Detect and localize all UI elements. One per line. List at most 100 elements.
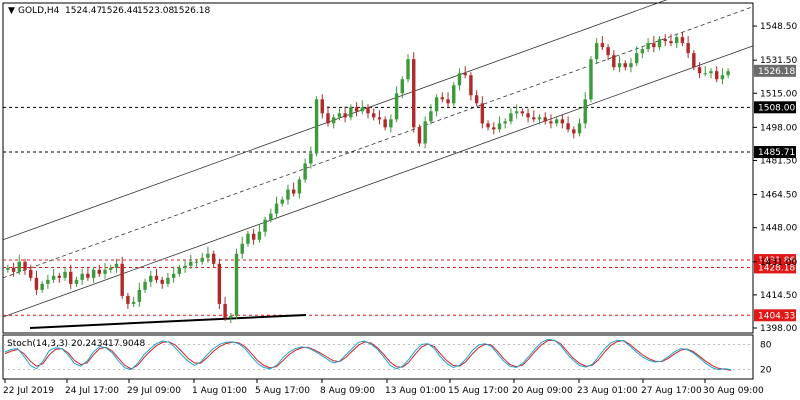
price-tick-label: 1481.50 bbox=[760, 156, 797, 166]
candle-body bbox=[474, 95, 479, 104]
candle-body bbox=[446, 99, 450, 104]
candle-body bbox=[246, 233, 250, 244]
time-tick-label: 22 Jul 2019 bbox=[3, 386, 54, 396]
candle-body bbox=[234, 253, 239, 316]
candle-body bbox=[57, 275, 62, 278]
candle-body bbox=[532, 117, 536, 120]
candle-body bbox=[51, 275, 56, 280]
candle-body bbox=[669, 41, 673, 44]
candle-body bbox=[389, 119, 393, 128]
time-tick-label: 1 Aug 01:00 bbox=[192, 386, 247, 396]
level-price-badge bbox=[754, 309, 796, 322]
candle-body bbox=[360, 107, 364, 112]
symbol-label: GOLD,H4 bbox=[18, 6, 60, 16]
time-tick-label: 13 Aug 01:00 bbox=[385, 386, 446, 396]
candle-body bbox=[23, 261, 27, 270]
candle-body bbox=[503, 121, 507, 124]
price-channel[interactable] bbox=[2, 0, 754, 329]
candle-body bbox=[549, 121, 553, 124]
candle-body bbox=[331, 117, 336, 124]
candle-body bbox=[680, 37, 685, 44]
channel-lower-line[interactable] bbox=[2, 45, 754, 318]
high-value: 1526.44 bbox=[101, 6, 138, 16]
time-axis: 22 Jul 2019 24 Jul 17:00 29 Jul 09:00 1 Aug… bbox=[3, 379, 764, 396]
candle-body bbox=[189, 261, 193, 266]
collapse-arrow-icon[interactable]: ▼ bbox=[8, 6, 15, 16]
candle-body bbox=[720, 75, 725, 80]
candle-body bbox=[120, 263, 124, 296]
price-tick-label: 1448.00 bbox=[760, 224, 797, 234]
candle-body bbox=[97, 269, 102, 274]
candles bbox=[6, 32, 730, 323]
channel-upper-line[interactable] bbox=[2, 0, 753, 241]
candle-body bbox=[131, 301, 136, 304]
candle-body bbox=[457, 73, 462, 86]
candle-body bbox=[11, 267, 16, 272]
time-tick-label: 23 Aug 01:00 bbox=[577, 386, 638, 396]
time-tick-label: 29 Jul 09:00 bbox=[127, 386, 181, 396]
candle-body bbox=[137, 289, 142, 302]
candle-body bbox=[177, 267, 182, 274]
candle-body bbox=[417, 127, 422, 144]
candle-body bbox=[434, 97, 439, 112]
candle-body bbox=[206, 253, 210, 258]
price-tick-label: 1414.50 bbox=[760, 291, 797, 301]
channel-mid-line[interactable] bbox=[2, 6, 754, 279]
candle-body bbox=[337, 113, 342, 118]
candle-body bbox=[726, 71, 730, 76]
level-price-badge bbox=[754, 261, 796, 274]
candle-body bbox=[154, 275, 159, 280]
time-tick-label: 24 Jul 17:00 bbox=[65, 386, 119, 396]
candle-body bbox=[200, 257, 204, 262]
candle-body bbox=[646, 43, 650, 50]
stoch-level-label: 80 bbox=[760, 340, 772, 350]
level-price-badge bbox=[754, 146, 796, 159]
candle-body bbox=[149, 275, 153, 282]
price-tick-label: 1464.50 bbox=[760, 191, 797, 201]
candle-body bbox=[509, 113, 513, 122]
candle-body bbox=[303, 163, 307, 180]
candle-body bbox=[463, 73, 467, 76]
support-trendline[interactable] bbox=[29, 313, 307, 329]
candle-body bbox=[583, 99, 587, 124]
candle-body bbox=[612, 55, 616, 68]
main-pane-frame bbox=[2, 2, 754, 334]
close-value: 1526.18 bbox=[173, 6, 210, 16]
candle-body bbox=[572, 129, 576, 134]
candle-body bbox=[211, 253, 216, 264]
stochastic-indicator: 80 20 bbox=[3, 338, 772, 376]
candle-body bbox=[594, 43, 599, 60]
candle-body bbox=[589, 59, 593, 100]
candle-body bbox=[326, 113, 330, 124]
candle-body bbox=[46, 279, 50, 284]
candle-body bbox=[91, 269, 96, 278]
candle-body bbox=[577, 123, 582, 134]
stoch-header: Stoch(14,3,3) 20.2434 17.9048 bbox=[7, 339, 145, 349]
candle-body bbox=[297, 179, 302, 194]
candle-body bbox=[103, 269, 107, 274]
candle-body bbox=[286, 189, 290, 200]
current-price-label: 1526.18 bbox=[758, 67, 795, 77]
candle-body bbox=[269, 213, 273, 220]
candle-body bbox=[69, 271, 73, 284]
candle-body bbox=[314, 99, 319, 154]
candle-body bbox=[600, 43, 605, 48]
candle-body bbox=[480, 103, 485, 124]
stoch-pane-frame bbox=[2, 334, 754, 380]
level-price-label: 1485.71 bbox=[758, 148, 795, 158]
stoch-level-label: 20 bbox=[760, 366, 772, 376]
candle-body bbox=[109, 267, 113, 270]
candle-body bbox=[703, 73, 707, 75]
candle-body bbox=[86, 273, 90, 278]
candle-body bbox=[709, 71, 713, 74]
candle-body bbox=[166, 277, 170, 284]
time-tick-label: 15 Aug 17:00 bbox=[448, 386, 509, 396]
candle-body bbox=[469, 75, 473, 96]
candle-body bbox=[526, 113, 530, 118]
current-price-badge bbox=[754, 64, 796, 77]
time-tick-label: 27 Aug 17:00 bbox=[641, 386, 702, 396]
candle-body bbox=[714, 71, 719, 80]
time-tick-label: 8 Aug 09:00 bbox=[320, 386, 375, 396]
